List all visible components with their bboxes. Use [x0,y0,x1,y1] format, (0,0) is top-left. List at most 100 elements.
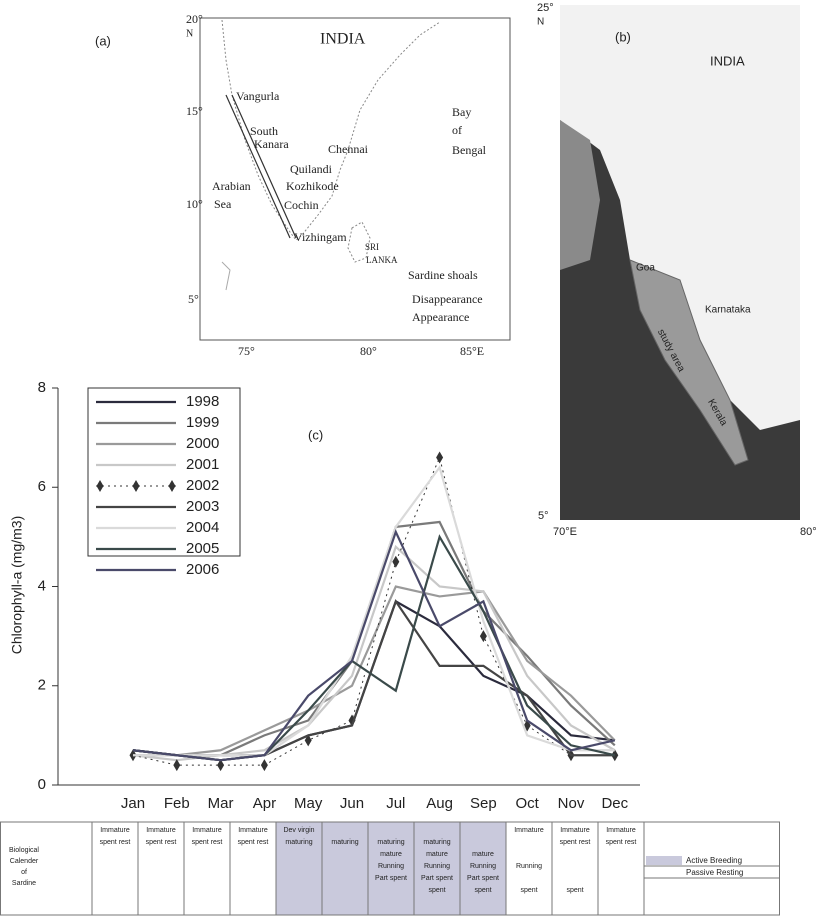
series-line [133,547,615,760]
table-legend: Passive Resting [686,868,743,877]
map-label: Quilandi [290,162,333,176]
map-label: 10° [186,197,203,211]
y-axis-label: Chlorophyll-a (mg/m3) [9,516,25,654]
stage-label: spent [428,887,445,894]
table-cell [322,822,368,915]
stage-label: Immature [100,827,130,834]
legend-label: 2006 [186,561,219,578]
map-label: South [250,124,278,138]
stage-label: Part spent [467,875,499,882]
map-label: Arabian [212,179,251,193]
stage-label: spent rest [100,839,131,846]
map-label: 80° [360,344,377,358]
map-label: N [186,28,193,39]
map-label: 85°E [460,344,484,358]
stage-label: Running [424,863,450,870]
x-tick-label: Aug [426,795,453,812]
map-label: of [452,123,462,137]
table-cell [92,822,138,915]
map-label: 80° [800,526,817,538]
map-label: Vizhingam [294,230,347,244]
map-label: INDIA [710,53,745,68]
map-label: Goa [636,263,655,274]
stage-label: spent rest [192,839,223,846]
stage-label: mature [380,851,402,858]
map-label: Bay [452,105,471,119]
legend-label: 1998 [186,393,219,410]
stage-label: maturing [423,839,450,846]
stage-label: spent [520,887,537,894]
table-header: Biological [9,847,39,854]
x-tick-label: Sep [470,795,497,812]
stage-label: spent rest [238,839,269,846]
legend-swatch [646,856,682,865]
map-label: 75° [238,344,255,358]
table-cell [138,822,184,915]
legend-label: 2000 [186,435,219,452]
map-label: 5° [538,510,549,522]
stage-label: spent [474,887,491,894]
stage-label: Dev virgin [283,827,314,834]
stage-label: Immature [146,827,176,834]
stage-label: Part spent [375,875,407,882]
stage-label: Running [378,863,404,870]
stage-label: Immature [606,827,636,834]
map-label: SRI [365,242,379,252]
panel-label: (c) [308,427,323,442]
figure: (a)INDIAVangurlaSouthKanaraChennaiBayofB… [0,0,831,916]
map-label: Sardine shoals [408,268,478,282]
table-cell [276,822,322,915]
stage-label: mature [426,851,448,858]
legend-label: 2003 [186,498,219,515]
table-header: of [21,869,27,876]
marker [261,759,268,771]
stage-label: maturing [285,839,312,846]
stage-label: Running [470,863,496,870]
stage-label: spent [566,887,583,894]
stage-label: Immature [514,827,544,834]
table-cell [598,822,644,915]
table-legend: Active Breeding [686,856,742,865]
marker [392,556,399,568]
map-label: Vangurla [236,89,280,103]
y-tick-label: 4 [38,577,46,594]
y-tick-label: 2 [38,677,46,694]
panel-label: (a) [95,33,111,48]
map-label: Cochin [284,198,319,212]
stage-label: spent rest [146,839,177,846]
x-tick-label: Jul [386,795,405,812]
stage-label: Running [516,863,542,870]
y-tick-label: 8 [38,379,46,396]
x-tick-label: Mar [208,795,234,812]
map-label: Bengal [452,143,487,157]
legend-label: 2001 [186,456,219,473]
table-header: Sardine [12,880,36,887]
marker [436,451,443,463]
x-tick-label: May [294,795,323,812]
x-tick-label: Nov [558,795,585,812]
y-tick-label: 6 [38,478,46,495]
x-tick-label: Jan [121,795,145,812]
map-label: Disappearance [412,292,483,306]
map-label: 15° [186,104,203,118]
map-label: 70°E [553,526,577,538]
map-label: Appearance [412,310,469,324]
stage-label: Immature [560,827,590,834]
stage-label: spent rest [560,839,591,846]
x-tick-label: Jun [340,795,364,812]
map-label: 20° [186,12,203,26]
legend-label: 2004 [186,519,219,536]
table-header: Calender [10,858,39,865]
legend-label: 1999 [186,414,219,431]
stage-label: Part spent [421,875,453,882]
x-tick-label: Oct [516,795,540,812]
y-tick-label: 0 [38,776,46,793]
x-tick-label: Dec [601,795,628,812]
stage-label: mature [472,851,494,858]
legend-label: 2002 [186,477,219,494]
map-label: Chennai [328,142,369,156]
map-label: Karnataka [705,305,751,316]
map-label: Sea [214,197,232,211]
map-label: INDIA [320,31,366,48]
map-label: LANKA [366,255,398,265]
